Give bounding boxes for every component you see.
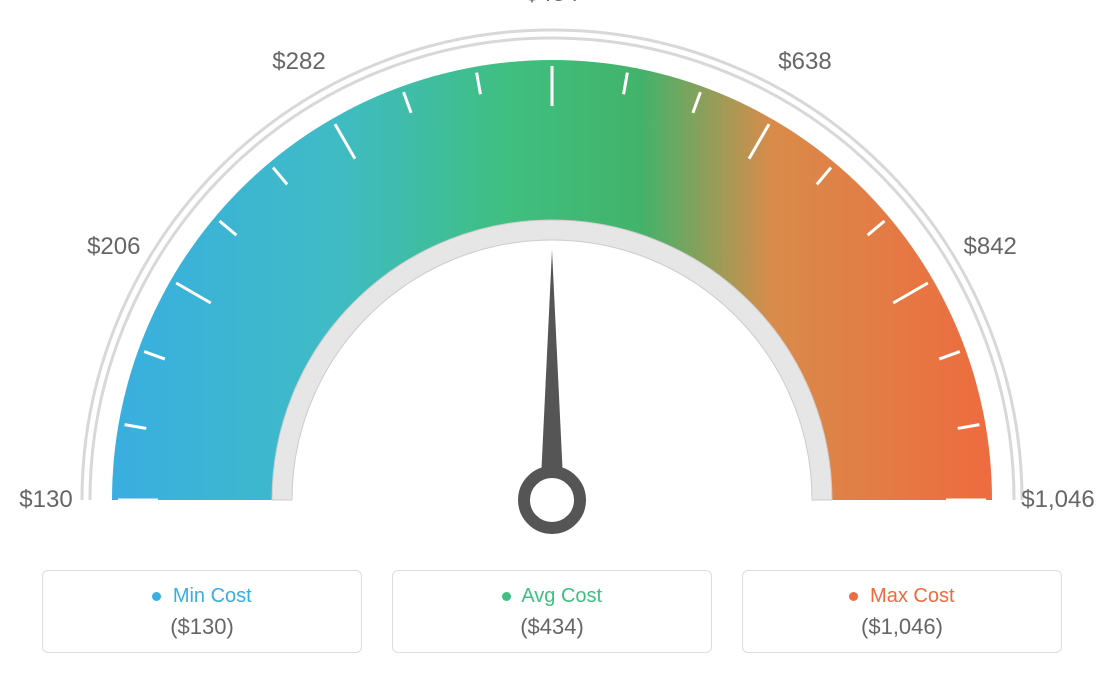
- legend-dot-avg: [502, 592, 511, 601]
- gauge-tick-label: $434: [525, 0, 578, 8]
- legend-box-avg: Avg Cost ($434): [392, 570, 712, 653]
- gauge-tick-label: $282: [272, 48, 325, 76]
- legend-value-avg: ($434): [393, 614, 711, 640]
- legend-box-min: Min Cost ($130): [42, 570, 362, 653]
- legend-label-min: Min Cost: [43, 585, 361, 608]
- gauge-tick-label: $638: [778, 48, 831, 76]
- legend-label-avg: Avg Cost: [393, 585, 711, 608]
- legend-dot-min: [152, 592, 161, 601]
- gauge-tick-label: $842: [964, 233, 1017, 261]
- legend-dot-max: [849, 592, 858, 601]
- gauge-chart: $130 $206 $282 $434 $638 $842 $1,046: [0, 0, 1104, 560]
- legend-text-min: Min Cost: [173, 585, 252, 607]
- legend-label-max: Max Cost: [743, 585, 1061, 608]
- legend-box-max: Max Cost ($1,046): [742, 570, 1062, 653]
- gauge-tick-label: $206: [87, 233, 140, 261]
- gauge-tick-label: $1,046: [1021, 486, 1094, 514]
- gauge-tick-label: $130: [19, 486, 72, 514]
- legend-text-avg: Avg Cost: [521, 585, 602, 607]
- legend-row: Min Cost ($130) Avg Cost ($434) Max Cost…: [0, 560, 1104, 653]
- legend-value-min: ($130): [43, 614, 361, 640]
- legend-text-max: Max Cost: [870, 585, 954, 607]
- gauge-svg: [0, 0, 1104, 560]
- legend-value-max: ($1,046): [743, 614, 1061, 640]
